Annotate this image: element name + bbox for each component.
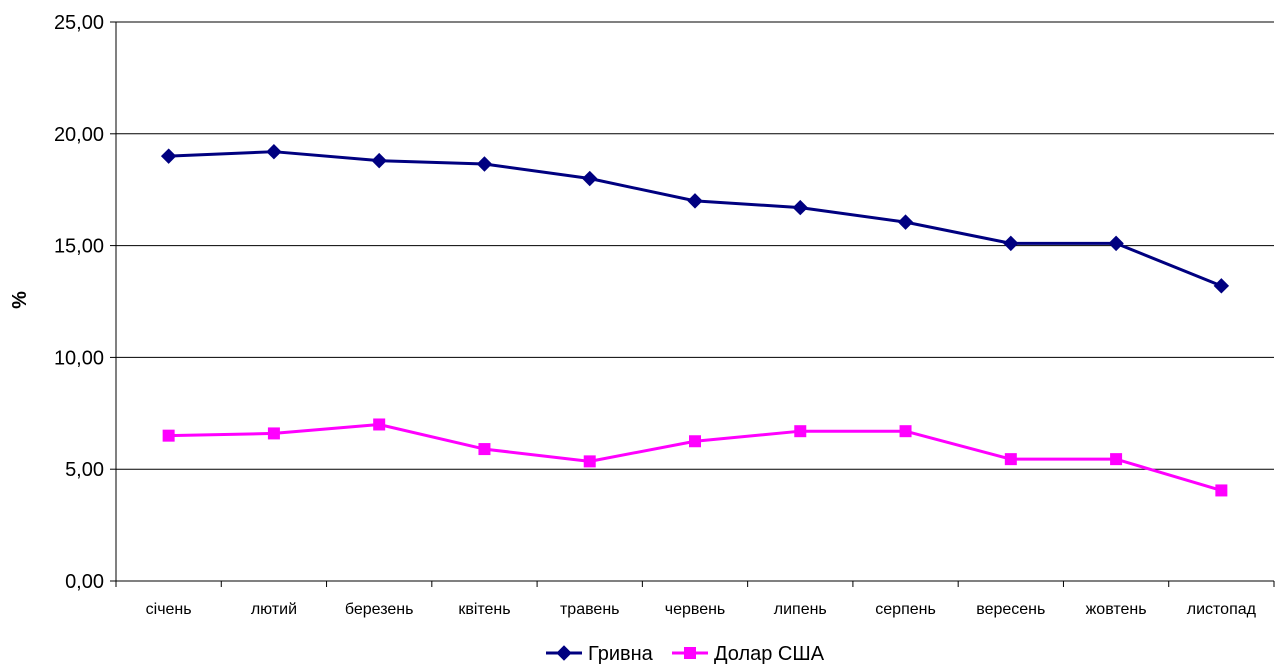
data-point-2 — [583, 455, 596, 468]
data-point-1 — [687, 193, 703, 209]
x-tick-label: серпень — [875, 601, 936, 618]
x-tick-label: жовтень — [1086, 601, 1147, 618]
legend-marker-1 — [556, 645, 572, 661]
y-tick-label: 20,00 — [54, 124, 104, 146]
y-tick-label: 0,00 — [65, 571, 104, 593]
data-point-1 — [1003, 235, 1019, 252]
gridlines — [116, 21, 1274, 470]
x-tick-label: березень — [345, 601, 414, 618]
x-tick-labels: січень лютий березень квітень травень червень… — [146, 601, 1257, 618]
y-tick-label: 25,00 — [54, 12, 104, 34]
x-tick-label: вересень — [976, 601, 1045, 618]
data-point-2 — [478, 443, 491, 456]
series-line-2 — [168, 422, 1222, 492]
legend-marker-2 — [684, 647, 696, 659]
legend-label-1: Гривна — [588, 643, 654, 665]
x-tick-label: червень — [665, 601, 726, 618]
data-point-1 — [897, 214, 914, 230]
data-point-1 — [371, 152, 387, 169]
x-tick-label: квітень — [458, 601, 510, 618]
y-tick-labels: 0,00 5,00 10,00 15,00 20,00 25,00 — [54, 12, 104, 593]
data-point-2 — [1110, 453, 1123, 466]
data-point-2 — [794, 425, 807, 438]
data-point-2 — [1215, 484, 1228, 497]
y-tick-label: 15,00 — [54, 236, 104, 258]
x-tick-label: травень — [560, 601, 620, 618]
y-tick-label: 10,00 — [54, 347, 104, 369]
data-point-1 — [1213, 278, 1230, 294]
legend-label-2: Долар США — [714, 643, 825, 665]
data-point-1 — [582, 170, 598, 187]
x-tick-label: липень — [774, 601, 827, 618]
y-tick-label: 5,00 — [65, 459, 104, 481]
series-group — [160, 143, 1230, 497]
x-tick-label: лютий — [251, 601, 297, 618]
data-point-1 — [792, 199, 808, 216]
data-point-2 — [1004, 453, 1017, 466]
data-point-2 — [899, 425, 912, 438]
data-point-2 — [689, 435, 701, 448]
data-point-1 — [160, 148, 177, 164]
legend: Гривна Долар США — [546, 643, 825, 665]
data-point-2 — [373, 418, 386, 431]
data-point-2 — [162, 429, 175, 442]
series-line-1 — [168, 150, 1222, 288]
data-point-2 — [267, 427, 280, 440]
data-point-1 — [266, 143, 282, 160]
data-point-1 — [476, 156, 493, 172]
axes — [110, 21, 1275, 587]
x-tick-label: січень — [146, 601, 192, 618]
x-tick-label: листопад — [1187, 601, 1257, 618]
y-axis-label: % — [9, 291, 31, 309]
data-point-1 — [1108, 235, 1124, 252]
